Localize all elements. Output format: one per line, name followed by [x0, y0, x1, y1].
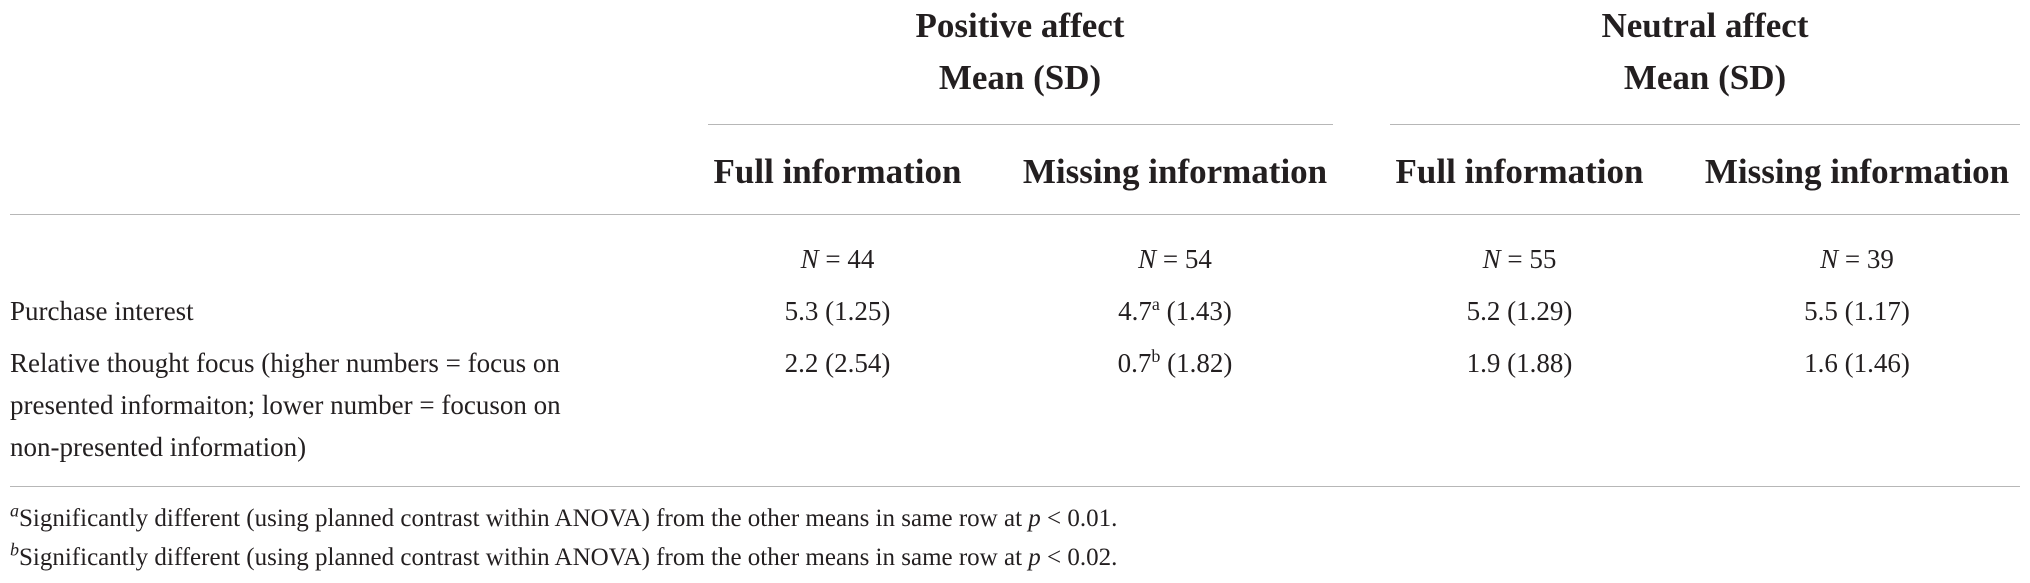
n-count: N = 39 — [1820, 244, 1894, 274]
column-header: Missing information — [1022, 152, 1328, 191]
group-header-neutral: Neutral affect Mean (SD) — [1390, 0, 2020, 104]
footnote-marker: b — [1151, 346, 1161, 366]
table-cell: 0.7b (1.82) — [1117, 346, 1233, 378]
n-count: N = 54 — [1138, 244, 1212, 274]
n-count: N = 44 — [800, 244, 875, 274]
group-title: Neutral affect — [1601, 6, 1809, 45]
group-rule-positive — [708, 124, 1333, 125]
group-header-positive: Positive affect Mean (SD) — [708, 0, 1332, 104]
column-header: Full information — [713, 152, 962, 191]
group-rule-neutral — [1390, 124, 2020, 125]
n-count: N = 55 — [1482, 244, 1557, 274]
table-cell: 4.7a (1.43) — [1118, 294, 1232, 326]
group-subtitle: Mean (SD) — [1623, 58, 1787, 97]
column-header: Full information — [1395, 152, 1644, 191]
table-cell: 1.6 (1.46) — [1804, 348, 1910, 378]
footnote-b: bSignificantly different (using planned … — [10, 539, 1118, 571]
table-cell: 1.9 (1.88) — [1466, 348, 1573, 378]
row-label-purchase-interest: Purchase interest — [10, 296, 194, 326]
table-cell: 5.3 (1.25) — [784, 296, 891, 326]
table-cell: 5.2 (1.29) — [1466, 296, 1573, 326]
table-cell: 5.5 (1.17) — [1804, 296, 1910, 326]
footnote-marker: a — [1151, 294, 1160, 314]
group-subtitle: Mean (SD) — [938, 58, 1102, 97]
table-bottom-rule — [10, 486, 2020, 487]
footnote-a: aSignificantly different (using planned … — [10, 500, 1118, 532]
group-title: Positive affect — [915, 6, 1125, 45]
row-label-relative-thought-focus: Relative thought focus (higher numbers =… — [10, 348, 561, 462]
table-cell: 2.2 (2.54) — [784, 348, 891, 378]
header-rule — [10, 214, 2020, 215]
column-header: Missing information — [1704, 152, 2010, 191]
